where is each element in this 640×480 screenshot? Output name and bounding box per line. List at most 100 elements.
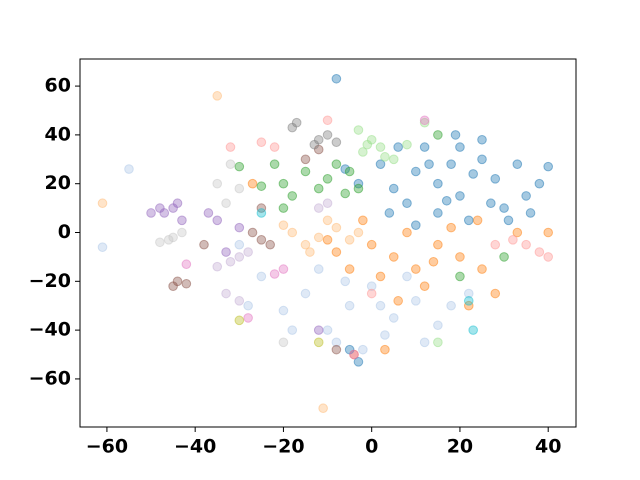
point — [468, 325, 478, 335]
point — [97, 242, 108, 252]
point — [278, 264, 289, 274]
point — [525, 208, 536, 218]
point — [441, 195, 452, 206]
point — [358, 344, 368, 355]
point — [221, 198, 231, 209]
point — [388, 313, 399, 323]
point — [353, 357, 364, 367]
point — [300, 154, 311, 165]
point — [331, 159, 342, 169]
point — [446, 222, 456, 233]
point — [534, 178, 545, 189]
point — [203, 208, 214, 218]
point — [322, 130, 333, 140]
point — [331, 337, 342, 348]
point — [269, 142, 280, 152]
point — [384, 208, 395, 218]
point — [269, 159, 280, 169]
point — [225, 256, 236, 267]
point — [305, 247, 315, 257]
point — [225, 142, 236, 152]
point — [393, 142, 403, 152]
point — [450, 130, 461, 140]
y-tick-label: 40 — [45, 123, 71, 145]
point — [155, 237, 165, 248]
point — [411, 264, 421, 274]
point — [221, 288, 231, 299]
y-tick-label: 60 — [45, 75, 71, 97]
point — [353, 227, 364, 238]
point — [375, 300, 386, 311]
point — [455, 271, 465, 282]
point — [199, 239, 209, 250]
point — [269, 269, 280, 279]
point — [247, 227, 258, 238]
point — [313, 232, 324, 243]
point — [499, 252, 509, 262]
point — [256, 208, 267, 218]
point — [313, 325, 324, 335]
point — [234, 296, 245, 306]
point — [419, 337, 430, 348]
point — [322, 198, 333, 209]
point — [366, 288, 377, 299]
point — [433, 208, 443, 218]
point — [380, 344, 390, 355]
point — [411, 220, 421, 230]
point — [375, 142, 386, 152]
point — [221, 247, 231, 257]
point — [234, 239, 245, 250]
point — [313, 203, 324, 213]
point — [313, 183, 324, 194]
point — [411, 166, 421, 177]
point — [419, 142, 430, 152]
point — [388, 252, 399, 262]
point — [424, 159, 434, 169]
point — [433, 130, 443, 140]
point — [212, 91, 223, 101]
point — [344, 264, 355, 274]
point — [212, 178, 223, 189]
point — [300, 288, 311, 299]
point — [543, 227, 553, 238]
point — [247, 178, 258, 189]
point — [234, 161, 245, 172]
point — [278, 203, 289, 213]
point — [313, 337, 324, 348]
point — [512, 159, 523, 169]
point — [358, 215, 368, 226]
point — [490, 288, 501, 299]
point — [331, 222, 342, 233]
point — [468, 169, 478, 179]
point — [344, 300, 355, 311]
point — [358, 147, 368, 157]
point — [499, 203, 509, 213]
point — [375, 271, 386, 282]
point — [300, 239, 311, 250]
point — [234, 183, 245, 194]
point — [291, 117, 302, 128]
point — [455, 142, 465, 152]
point — [146, 208, 156, 218]
point — [349, 349, 359, 360]
point — [353, 178, 364, 189]
point — [543, 161, 553, 172]
point — [322, 215, 333, 226]
point — [455, 191, 465, 201]
point — [256, 137, 267, 148]
point — [486, 198, 496, 209]
point — [234, 315, 245, 326]
point — [380, 152, 390, 162]
point — [234, 252, 245, 262]
point — [490, 239, 501, 250]
point — [155, 203, 165, 213]
point — [243, 300, 253, 311]
point — [490, 174, 501, 184]
point — [366, 239, 377, 250]
x-tick-label: −20 — [262, 436, 304, 458]
point — [419, 115, 430, 126]
y-tick-label: 0 — [58, 221, 71, 243]
x-tick-label: 0 — [365, 436, 378, 458]
point — [331, 344, 342, 355]
point — [331, 247, 342, 257]
